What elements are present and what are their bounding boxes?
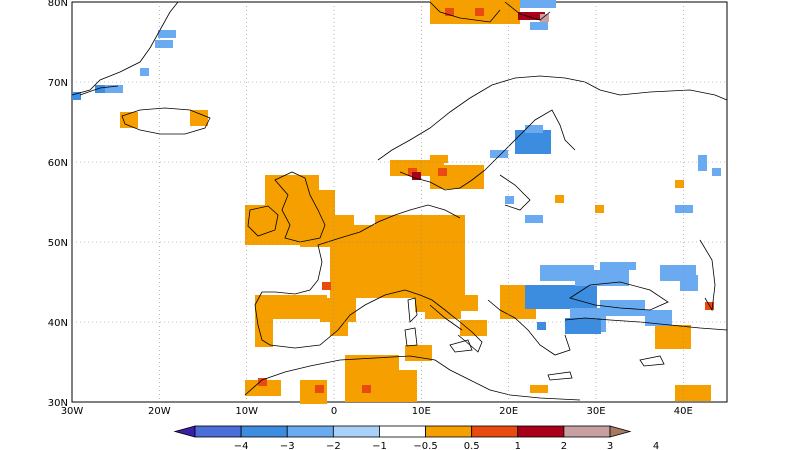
latitude-labels: 80N 70N 60N 50N 40N 30N (48, 0, 68, 409)
lat-tick-label: 70N (48, 78, 68, 89)
anomaly-cell (655, 325, 691, 349)
anomaly-cell (405, 225, 450, 273)
anomaly-cell (530, 385, 548, 393)
anomaly-cell (698, 155, 707, 171)
anomaly-cell (505, 196, 514, 204)
colorbar-label: 4 (653, 441, 659, 450)
anomaly-cell (245, 380, 281, 396)
anomaly-cell (518, 12, 545, 20)
anomaly-cell (155, 40, 173, 48)
anomaly-cells (72, 0, 721, 404)
colorbar-label: −2 (326, 441, 341, 450)
colorbar-label: 1 (515, 441, 521, 450)
map-frame (71, 1, 728, 403)
anomaly-cell (475, 8, 484, 16)
anomaly-cell (515, 130, 551, 154)
lat-tick-label: 80N (48, 0, 68, 9)
colorbar-segment (471, 425, 519, 438)
lat-tick-label: 30N (48, 398, 68, 409)
anomaly-cell (72, 92, 81, 100)
colorbar-segment (332, 425, 380, 438)
anomaly-cell (190, 110, 208, 126)
lon-tick-label: 10E (412, 406, 431, 417)
anomaly-cell (675, 180, 684, 188)
anomaly-cell (537, 322, 546, 330)
anomaly-cell (158, 30, 176, 38)
anomaly-cell (525, 125, 543, 133)
colorbar-label: −4 (234, 441, 249, 450)
colorbar-label: 0.5 (464, 441, 480, 450)
anomaly-cell (315, 385, 324, 393)
anomaly-cell (362, 385, 371, 393)
anomaly-cell (555, 195, 564, 203)
longitude-labels: 30W 20W 10W 0 10E 20E 30E 40E (61, 406, 693, 417)
anomaly-cell (525, 285, 597, 309)
anomaly-cell (258, 378, 267, 386)
anomaly-cell (530, 22, 548, 30)
anomaly-cell (425, 295, 461, 319)
anomaly-cell (675, 205, 693, 213)
lat-lon-grid (72, 2, 727, 402)
lat-tick-label: 40N (48, 318, 68, 329)
anomaly-cell (565, 318, 601, 334)
anomaly-cell (95, 85, 113, 93)
anomaly-cell (595, 205, 604, 213)
colorbar-arrow-left (173, 425, 196, 438)
coastlines (71, 1, 728, 401)
colorbar-segment (379, 425, 426, 438)
lon-tick-label: 30E (586, 406, 605, 417)
anomaly-cell (460, 320, 487, 336)
lon-tick-label: 20W (148, 406, 171, 417)
anomaly-cell (322, 282, 331, 290)
colorbar-label: 3 (607, 441, 613, 450)
colorbar-segment (425, 425, 473, 438)
anomaly-cell (675, 385, 711, 401)
anomaly-cell (500, 285, 527, 301)
colorbar-arrow-right (609, 425, 632, 438)
anomaly-cell (680, 275, 698, 291)
anomaly-cell (430, 155, 448, 163)
anomaly-cell (320, 298, 356, 322)
colorbar-label: −0.5 (413, 441, 437, 450)
anomaly-cell (490, 150, 508, 158)
lon-tick-label: 40E (674, 406, 693, 417)
anomaly-cell (140, 68, 149, 76)
colorbar-label: −1 (372, 441, 387, 450)
colorbar: −4 −3 −2 −1 −0.5 0.5 1 2 3 4 (173, 425, 659, 450)
anomaly-cell (445, 8, 454, 16)
colorbar-segment (563, 425, 611, 438)
anomaly-cell (460, 295, 478, 311)
lat-tick-label: 50N (48, 238, 68, 249)
anomaly-cell (525, 215, 543, 223)
anomaly-cell (712, 168, 721, 176)
anomaly-cell (645, 310, 672, 326)
colorbar-segment (240, 425, 288, 438)
lon-tick-label: 0 (331, 406, 337, 417)
anomaly-cell (120, 112, 138, 128)
colorbar-label: 2 (561, 441, 567, 450)
anomaly-cell (540, 14, 549, 22)
colorbar-label: −3 (280, 441, 295, 450)
anomaly-cell (412, 172, 421, 180)
lat-tick-label: 60N (48, 158, 68, 169)
lon-tick-label: 10W (235, 406, 258, 417)
lon-tick-label: 20E (499, 406, 518, 417)
anomaly-cell (520, 0, 556, 8)
anomaly-cell (330, 320, 348, 336)
anomaly-cell (405, 345, 432, 361)
lon-tick-label: 30W (61, 406, 84, 417)
colorbar-segment (517, 425, 565, 438)
colorbar-segment (194, 425, 242, 438)
anomaly-cell (255, 315, 273, 347)
anomaly-cell (575, 270, 629, 286)
anomaly-cell (105, 85, 123, 93)
colorbar-segment (286, 425, 334, 438)
anomaly-cell (345, 370, 417, 402)
anomaly-cell (600, 262, 636, 270)
anomaly-cell (438, 168, 447, 176)
